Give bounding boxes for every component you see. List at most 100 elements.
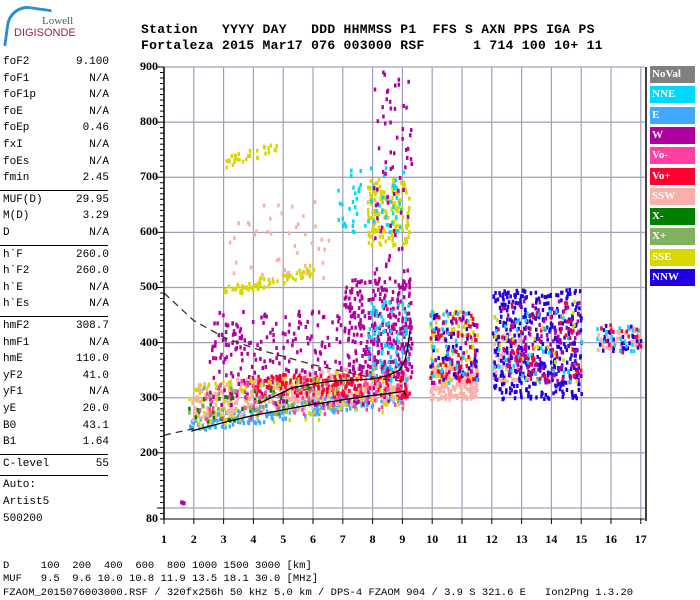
- data-point: [457, 360, 460, 365]
- data-point: [540, 334, 543, 339]
- data-point: [296, 350, 299, 355]
- data-point: [561, 321, 565, 326]
- data-point: [544, 316, 548, 321]
- data-point: [279, 410, 283, 415]
- data-point: [284, 332, 287, 337]
- data-point: [608, 346, 611, 351]
- data-point: [373, 321, 377, 326]
- data-point: [320, 405, 323, 410]
- data-point: [459, 364, 463, 369]
- data-point: [439, 377, 443, 382]
- data-point: [359, 289, 362, 294]
- data-point: [378, 297, 382, 301]
- data-point: [513, 333, 516, 338]
- data-point: [234, 153, 237, 158]
- data-point: [602, 328, 606, 333]
- data-point: [380, 225, 384, 230]
- data-point: [377, 279, 380, 284]
- data-point: [275, 402, 279, 407]
- data-point: [625, 344, 628, 349]
- data-point: [235, 406, 238, 411]
- data-point: [365, 389, 368, 394]
- data-point: [529, 376, 533, 381]
- data-point: [545, 380, 548, 385]
- legend-item-ssw: SSW: [650, 187, 695, 205]
- data-point: [253, 389, 257, 394]
- data-point: [557, 366, 560, 370]
- data-point: [516, 352, 520, 356]
- data-point: [230, 395, 233, 400]
- data-point: [570, 390, 574, 394]
- data-point: [521, 356, 525, 361]
- data-point: [577, 382, 580, 387]
- data-point: [579, 328, 583, 333]
- data-point: [528, 332, 532, 337]
- data-point: [505, 334, 508, 339]
- data-point: [384, 239, 387, 244]
- data-point: [191, 425, 194, 430]
- data-point: [579, 373, 582, 378]
- data-point: [537, 315, 541, 320]
- data-point: [331, 373, 335, 378]
- data-point: [382, 208, 386, 213]
- data-point: [320, 392, 324, 397]
- data-point: [217, 412, 220, 417]
- data-point: [404, 237, 408, 241]
- data-point: [437, 356, 440, 361]
- param-row: foF1p N/A: [3, 89, 109, 105]
- data-point: [445, 309, 449, 314]
- data-point: [538, 380, 541, 385]
- data-point: [565, 388, 569, 392]
- legend-item-x-: X-: [650, 208, 695, 226]
- data-point: [265, 396, 268, 401]
- data-point: [509, 366, 512, 371]
- data-point: [220, 402, 223, 407]
- data-point: [203, 397, 206, 402]
- data-point: [571, 313, 574, 318]
- param-value: N/A: [89, 281, 109, 294]
- data-point: [540, 390, 543, 395]
- data-point: [513, 305, 517, 310]
- data-point: [367, 240, 371, 245]
- data-point: [373, 208, 376, 213]
- data-point: [440, 333, 443, 338]
- data-point: [506, 317, 509, 322]
- data-point: [393, 186, 396, 191]
- data-point: [275, 258, 279, 263]
- data-point: [365, 369, 368, 374]
- data-point: [567, 332, 571, 337]
- data-point: [380, 349, 384, 354]
- data-point: [271, 392, 274, 396]
- data-point: [256, 281, 260, 286]
- data-point: [556, 293, 560, 298]
- data-point: [374, 337, 378, 342]
- data-point: [575, 348, 578, 353]
- data-point: [368, 191, 372, 196]
- data-point: [326, 389, 329, 394]
- data-point: [564, 344, 567, 349]
- data-point: [322, 314, 326, 319]
- data-point: [266, 230, 269, 235]
- data-point: [270, 385, 273, 390]
- data-point: [397, 82, 401, 87]
- data-point: [332, 410, 336, 415]
- data-point: [470, 375, 473, 380]
- data-point: [220, 332, 224, 337]
- data-point: [376, 385, 379, 389]
- header-values: Fortaleza 2015 Mar17 076 003000 RSF 1 71…: [141, 38, 603, 53]
- data-point: [239, 289, 243, 294]
- data-point: [369, 310, 373, 315]
- legend-item-vo-: Vo-: [650, 147, 695, 165]
- data-point: [377, 287, 380, 292]
- data-point: [188, 406, 191, 411]
- data-point: [206, 389, 209, 394]
- data-point: [533, 336, 536, 341]
- data-point: [456, 334, 460, 338]
- data-point: [251, 388, 255, 393]
- data-point: [432, 381, 436, 386]
- data-point: [470, 313, 473, 318]
- data-point: [579, 355, 582, 360]
- data-point: [524, 318, 527, 323]
- data-point: [531, 342, 534, 347]
- data-point: [398, 201, 401, 206]
